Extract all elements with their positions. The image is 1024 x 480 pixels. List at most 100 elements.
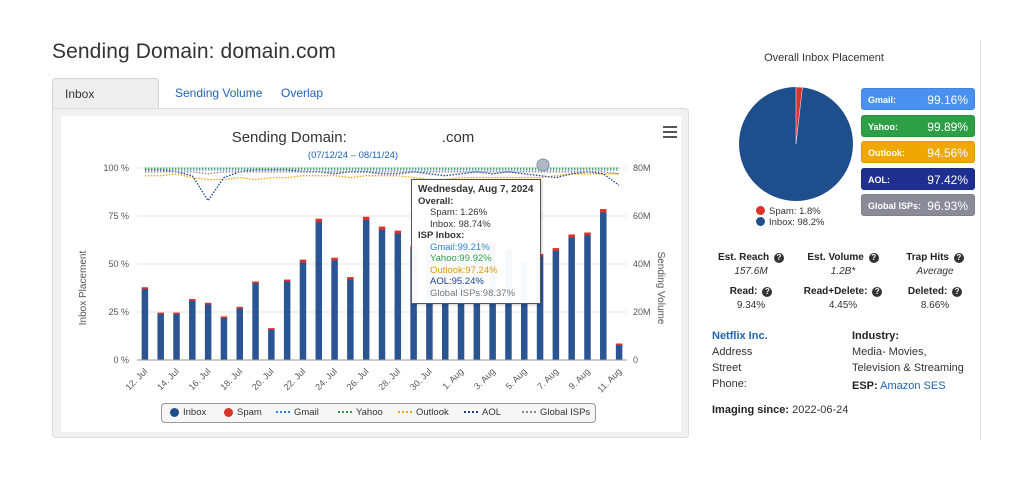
legend-item-outlook[interactable]: Outlook [398, 404, 449, 422]
esp-value-link[interactable]: Amazon SES [880, 380, 946, 392]
legend-item-inbox[interactable]: Inbox [170, 404, 206, 422]
stat-label-row: Read+Delete: ? [798, 286, 888, 297]
inbox-bar [536, 256, 544, 360]
stat-label: Trap Hits [906, 252, 949, 263]
series-line-aol [144, 169, 620, 202]
legend-marker [170, 407, 179, 417]
inbox-bar [347, 279, 354, 360]
tab-sending-volume[interactable]: Sending Volume [175, 86, 263, 100]
legend-label: Inbox [183, 407, 207, 418]
legend-item-global-isps[interactable]: Global ISPs [522, 404, 590, 422]
tooltip-isp-label: ISP Inbox: [418, 230, 465, 241]
inbox-bar [568, 237, 575, 360]
pie-title: Overall Inbox Placement [764, 52, 884, 64]
stat-label-row: Read: ? [706, 286, 796, 297]
legend-item-yahoo[interactable]: Yahoo [338, 404, 383, 422]
inbox-bar [315, 221, 323, 360]
y2-tick-label: 40M [633, 259, 651, 269]
spam-bar [236, 306, 243, 309]
help-icon[interactable]: ? [773, 253, 784, 263]
inbox-bar [457, 248, 465, 360]
inbox-placement-chart: Sending Domain: .com (07/12/24 – 08/11/24… [78, 129, 666, 395]
isp-name: Global ISPs: [868, 201, 922, 211]
tooltip-date: Wednesday, Aug 7, 2024 [418, 184, 534, 195]
stat-value: 9.34% [736, 300, 766, 311]
inbox-bar [157, 313, 164, 360]
inbox-bar [521, 264, 528, 360]
stat-value: 4.45% [828, 300, 858, 311]
help-icon[interactable]: ? [762, 287, 773, 297]
spam-bar [378, 226, 386, 230]
help-icon[interactable]: ? [952, 287, 963, 297]
chart-title: Sending Domain: .com [232, 129, 475, 146]
series-line-global-isps [144, 171, 620, 175]
legend-label: Spam [237, 407, 262, 418]
spam-bar [347, 277, 354, 280]
hover-marker [536, 158, 550, 172]
tab-inbox-placement[interactable]: Inbox Placement [52, 78, 159, 131]
y-axis-left-label: Inbox Placement [78, 251, 89, 326]
inbox-bar [584, 235, 591, 360]
tooltip-outlook: Outlook:97.24% [430, 264, 498, 276]
y-tick-label: 50 % [108, 259, 129, 269]
y-tick-label: 75 % [108, 211, 129, 221]
stat-label: Est. Volume [807, 252, 864, 263]
pie-legend: Spam: 1.8% Inbox: 98.2% [756, 206, 824, 228]
legend-marker [464, 411, 478, 414]
spam-bar [362, 216, 370, 221]
spam-bar [157, 312, 164, 315]
inbox-bar [362, 219, 370, 360]
inbox-bar [378, 229, 386, 360]
legend-item-spam[interactable]: Spam [224, 404, 262, 422]
x-tick-label: 30. Jul [408, 366, 434, 392]
company-name-link[interactable]: Netflix Inc. [712, 330, 768, 342]
tooltip-aol: AOL:95.24% [430, 276, 484, 287]
isp-badge-yahoo: Yahoo: 99.89% [861, 114, 975, 137]
inbox-bar [268, 329, 275, 360]
inbox-bar [283, 281, 291, 360]
legend-item-gmail[interactable]: Gmail [276, 404, 319, 422]
isp-name: Outlook: [868, 148, 905, 158]
legend-marker [522, 411, 536, 414]
y-tick-label: 25 % [108, 307, 129, 317]
x-tick-label: 5. Aug [504, 366, 529, 391]
spam-bar [568, 234, 575, 238]
spam-bar [189, 298, 196, 301]
spam-bar [173, 312, 180, 315]
x-tick-label: 12. Jul [123, 366, 149, 392]
legend-item-aol[interactable]: AOL [464, 404, 501, 422]
spam-bar [331, 257, 338, 261]
company-phone: Phone: [712, 378, 747, 390]
tab-overlap[interactable]: Overlap [281, 86, 324, 100]
imaging-label: Imaging since: [712, 404, 790, 416]
overall-pie-chart [739, 86, 853, 201]
inbox-bar [410, 248, 417, 360]
legend-marker [338, 411, 352, 414]
help-icon[interactable]: ? [868, 253, 879, 263]
stat-read+delete: Read+Delete: ? 4.45% [798, 286, 888, 311]
company-info: Netflix Inc. Address Street Phone: [712, 328, 768, 392]
pie-slice-spam [795, 86, 803, 145]
legend-marker [398, 411, 412, 414]
series-line-outlook [144, 173, 620, 181]
isp-value: 99.89% [927, 119, 968, 134]
isp-value: 94.56% [927, 146, 968, 160]
overall-summary-panel: Overall Inbox Placement Spam: 1.8% Inbox… [706, 40, 981, 440]
x-tick-label: 20. Jul [250, 366, 276, 392]
stat-value: 8.66% [920, 300, 950, 311]
help-icon[interactable]: ? [953, 253, 964, 263]
isp-badge-aol: AOL: 97.42% [861, 167, 975, 190]
inbox-bar [615, 344, 623, 360]
hamburger-menu-icon[interactable] [663, 126, 677, 138]
y-axis-right-label: Sending Volume [655, 252, 666, 325]
x-tick-label: 16. Jul [187, 366, 213, 392]
company-street: Street [712, 362, 742, 374]
spam-bar [584, 232, 591, 236]
imaging-since: Imaging since: 2022-06-24 [712, 404, 848, 416]
stat-value: Average [916, 266, 954, 277]
spam-bar [615, 343, 623, 345]
spam-bar [315, 218, 323, 222]
inbox-bar [189, 300, 196, 360]
spam-bar [600, 209, 607, 213]
help-icon[interactable]: ? [872, 287, 883, 297]
